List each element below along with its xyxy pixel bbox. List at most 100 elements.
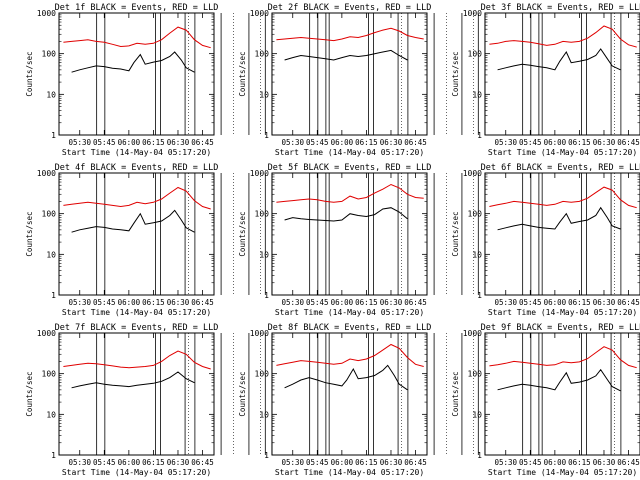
x-tick-label: 06:30 — [593, 298, 616, 307]
x-tick-label: 06:00 — [118, 138, 141, 147]
y-tick-label: 1000 — [463, 9, 482, 18]
x-tick-label: 06:45 — [404, 458, 427, 467]
chart-title: Det 1f BLACK = Events, RED = LLD — [55, 3, 219, 13]
x-tick-label: 06:00 — [331, 298, 354, 307]
y-tick-label: 100 — [255, 50, 270, 59]
y-tick-label: 1000 — [250, 329, 269, 338]
x-tick-label: 06:00 — [331, 138, 354, 147]
y-tick-label: 1 — [51, 131, 56, 140]
y-tick-label: 100 — [42, 210, 57, 219]
y-tick-label: 100 — [468, 370, 483, 379]
y-tick-label: 10 — [259, 250, 269, 259]
events-series-line — [71, 371, 195, 389]
chart-title: Det 2f BLACK = Events, RED = LLD — [268, 3, 432, 13]
x-tick-label: 05:45 — [306, 458, 329, 467]
y-axis-label: Counts/sec — [451, 371, 460, 416]
chart-title: Det 9f BLACK = Events, RED = LLD — [481, 323, 640, 333]
y-axis-label: Counts/sec — [451, 51, 460, 96]
y-tick-label: 1000 — [463, 169, 482, 178]
y-tick-label: 1 — [264, 451, 269, 460]
chart-panel-9: Det 9f BLACK = Events, RED = LLD 1 10 100 10… — [451, 323, 640, 477]
x-axis-label: Start Time (14-May-04 05:17:20) — [488, 308, 637, 317]
chart-panel-4: Det 4f BLACK = Events, RED = LLD11010010… — [25, 163, 330, 317]
y-tick-label: 1000 — [37, 169, 56, 178]
y-axis-label: Counts/sec — [25, 371, 34, 416]
lld-series-line — [63, 26, 211, 49]
y-tick-label: 1000 — [463, 329, 482, 338]
x-tick-label: 06:00 — [544, 458, 567, 467]
x-tick-label: 05:45 — [93, 458, 116, 467]
x-tick-label: 06:00 — [544, 298, 567, 307]
x-tick-label: 06:15 — [568, 298, 591, 307]
x-tick-label: 05:45 — [93, 298, 116, 307]
x-tick-label: 05:30 — [281, 458, 304, 467]
lld-series-line — [489, 186, 637, 209]
x-tick-label: 06:30 — [167, 138, 190, 147]
x-tick-label: 06:00 — [331, 458, 354, 467]
y-axis-label: Counts/sec — [25, 211, 34, 256]
y-tick-label: 1000 — [37, 9, 56, 18]
y-tick-label: 1 — [477, 131, 482, 140]
x-axis-label: Start Time (14-May-04 05:17:20) — [275, 308, 424, 317]
chart-panel-1: Det 1f BLACK = Events, RED = LLD11010010… — [25, 3, 330, 157]
x-axis-label: Start Time (14-May-04 05:17:20) — [62, 468, 211, 477]
lld-series-line — [276, 183, 424, 203]
events-series-line — [497, 368, 621, 392]
chart-panel-7: Det 7f BLACK = Events, RED = LLD11010010… — [25, 323, 330, 477]
y-tick-label: 100 — [468, 50, 483, 59]
x-tick-label: 05:30 — [281, 138, 304, 147]
x-tick-label: 05:30 — [68, 138, 91, 147]
chart-panel-6: Det 6f BLACK = Events, RED = LLD 1 10 100 10… — [451, 163, 640, 317]
x-tick-label: 06:30 — [380, 138, 403, 147]
x-tick-label: 05:45 — [306, 138, 329, 147]
x-tick-label: 06:15 — [568, 458, 591, 467]
x-axis-label: Start Time (14-May-04 05:17:20) — [62, 148, 211, 157]
plot-frame — [271, 172, 428, 296]
y-tick-label: 1000 — [37, 329, 56, 338]
events-series-line — [71, 51, 195, 73]
lld-series-line — [276, 343, 424, 367]
x-tick-label: 06:15 — [142, 298, 165, 307]
y-tick-label: 10 — [472, 410, 482, 419]
x-axis-label: Start Time (14-May-04 05:17:20) — [488, 468, 637, 477]
plot-frame — [271, 332, 428, 456]
y-tick-label: 10 — [472, 250, 482, 259]
chart-panel-2: Det 2f BLACK = Events, RED = LLD11010010… — [238, 3, 543, 157]
plot-frame — [271, 12, 428, 136]
chart-title: Det 3f BLACK = Events, RED = LLD — [481, 3, 640, 13]
plot-frame — [484, 172, 640, 296]
events-series-line — [284, 49, 408, 61]
x-tick-label: 06:45 — [617, 138, 640, 147]
x-tick-label: 06:00 — [118, 458, 141, 467]
x-tick-label: 05:30 — [68, 298, 91, 307]
events-series-line — [284, 364, 408, 391]
x-axis-label: Start Time (14-May-04 05:17:20) — [488, 148, 637, 157]
x-tick-label: 05:30 — [494, 298, 517, 307]
lld-series-line — [276, 27, 424, 42]
chart-title: Det 6f BLACK = Events, RED = LLD — [481, 163, 640, 173]
chart-title: Det 7f BLACK = Events, RED = LLD — [55, 323, 219, 333]
x-axis-label: Start Time (14-May-04 05:17:20) — [275, 148, 424, 157]
x-tick-label: 06:45 — [404, 138, 427, 147]
x-tick-label: 06:45 — [617, 298, 640, 307]
chart-panel-3: Det 3f BLACK = Events, RED = LLD 1 10 100 10… — [451, 3, 640, 157]
x-tick-label: 06:00 — [118, 298, 141, 307]
y-axis-label: Counts/sec — [238, 211, 247, 256]
chart-panel-8: Det 8f BLACK = Events, RED = LLD11010010… — [238, 323, 543, 477]
y-tick-label: 100 — [255, 210, 270, 219]
events-series-line — [71, 209, 195, 233]
x-axis-label: Start Time (14-May-04 05:17:20) — [62, 308, 211, 317]
x-tick-label: 06:15 — [142, 138, 165, 147]
chart-title: Det 8f BLACK = Events, RED = LLD — [268, 323, 432, 333]
y-axis-label: Counts/sec — [238, 371, 247, 416]
events-series-line — [497, 48, 621, 71]
x-tick-label: 06:45 — [191, 298, 214, 307]
x-tick-label: 06:15 — [355, 298, 378, 307]
x-tick-label: 05:30 — [494, 138, 517, 147]
x-tick-label: 06:15 — [142, 458, 165, 467]
y-tick-label: 1000 — [250, 9, 269, 18]
y-tick-label: 1 — [477, 451, 482, 460]
x-tick-label: 05:45 — [306, 298, 329, 307]
lld-series-line — [63, 350, 211, 370]
